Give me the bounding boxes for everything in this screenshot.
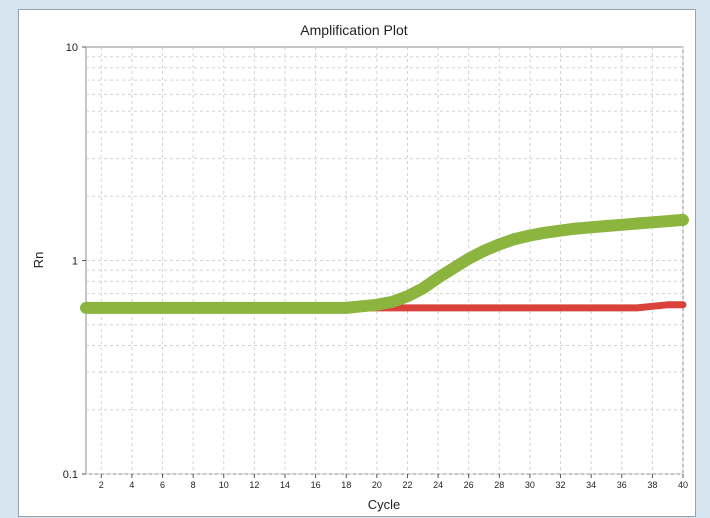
- x-tick-label: 12: [249, 480, 259, 490]
- series-line-2: [80, 213, 689, 314]
- x-tick-label: 32: [556, 480, 566, 490]
- grid-lines: [86, 47, 684, 475]
- x-tick-label: 10: [219, 480, 229, 490]
- x-tick-label: 2: [99, 480, 104, 490]
- x-tick-label: 24: [433, 480, 443, 490]
- y-axis-label: Rn: [31, 252, 46, 269]
- x-tick-label: 14: [280, 480, 290, 490]
- axis-ticks: 2 4 6 8 10 12 14 16 18 20 22 24 26 28 30 32 34 36 38 400.11…: [63, 42, 688, 490]
- y-tick-label: 10: [66, 42, 78, 54]
- amplification-chart: Amplification Plot 2 4 6 8 10 12 14 16 18 20 22 24 2…: [31, 22, 689, 512]
- x-tick-label: 8: [191, 480, 196, 490]
- x-tick-label: 38: [647, 480, 657, 490]
- x-tick-label: 34: [586, 480, 596, 490]
- x-axis-label: Cycle: [368, 497, 401, 512]
- x-tick-label: 36: [617, 480, 627, 490]
- x-tick-label: 20: [372, 480, 382, 490]
- y-tick-label: 1: [72, 256, 78, 268]
- chart-frame: Amplification Plot 2 4 6 8 10 12 14 16 18 20 22 24 2…: [18, 9, 696, 517]
- x-tick-label: 26: [464, 480, 474, 490]
- x-tick-label: 4: [129, 480, 134, 490]
- x-tick-label: 40: [678, 480, 688, 490]
- plot-area: [85, 46, 684, 475]
- x-tick-label: 30: [525, 480, 535, 490]
- x-tick-label: 22: [402, 480, 412, 490]
- chart-title: Amplification Plot: [300, 22, 407, 38]
- y-tick-label: 0.1: [63, 469, 78, 481]
- x-tick-label: 6: [160, 480, 165, 490]
- x-tick-label: 16: [311, 480, 321, 490]
- x-tick-label: 28: [494, 480, 504, 490]
- x-tick-label: 18: [341, 480, 351, 490]
- series-group: [80, 213, 689, 314]
